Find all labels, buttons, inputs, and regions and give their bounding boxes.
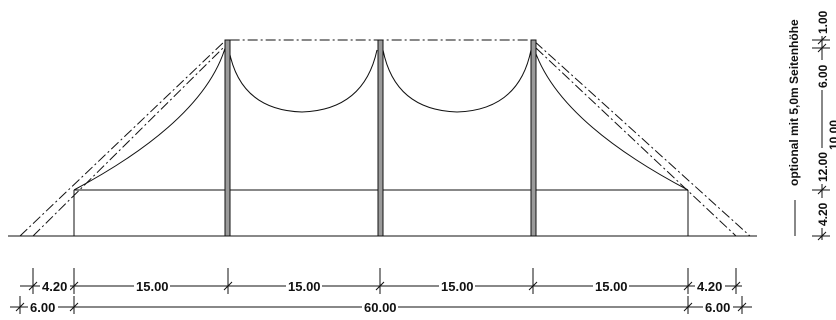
dim-label-15-00-a: 15.00 <box>136 279 169 294</box>
mast-3 <box>530 39 537 237</box>
dim-label-60-00: 60.00 <box>364 300 397 315</box>
dim-label-6-00-right: 6.00 <box>705 300 730 315</box>
dim-label-15-00-d: 15.00 <box>595 279 628 294</box>
note-optional-side-height: optional mit 5,0m Seitenhöhe <box>784 19 802 236</box>
dim-label-v-1-00: 1.00 <box>816 10 830 34</box>
roof-envelope-outer <box>19 39 751 237</box>
mast-1 <box>224 39 231 237</box>
roof-envelope-inner-right <box>535 47 737 237</box>
dim-label-6-00-left: 6.00 <box>30 300 55 315</box>
roof-curve-left-edge <box>73 44 227 191</box>
mast-2 <box>377 39 384 237</box>
dim-label-15-00-c: 15.00 <box>441 279 474 294</box>
roof-curve-bay-2 <box>382 49 532 113</box>
roof-curve-bay-1 <box>228 49 378 113</box>
dim-label-v-12-00: 12.00 <box>816 152 830 182</box>
dim-label-v-10-00: 10.00 <box>827 120 836 150</box>
dim-label-15-00-b: 15.00 <box>288 279 321 294</box>
dim-label-4-20-right: 4.20 <box>697 279 722 294</box>
dim-label-v-6-00: 6.00 <box>816 64 830 88</box>
dim-row-2: 6.00 60.00 6.00 <box>10 296 752 315</box>
dim-vertical-right: 4.20 12.00 6.00 1.00 10.00 <box>812 10 836 241</box>
dim-label-4-20-left: 4.20 <box>42 279 67 294</box>
dim-row-1: 4.20 15.00 15.00 15.00 15.00 4.20 <box>20 268 742 294</box>
roof-curve-right-edge <box>532 44 689 191</box>
dim-label-v-4-20: 4.20 <box>816 202 830 226</box>
optional-side-height-note: optional mit 5,0m Seitenhöhe <box>787 19 801 186</box>
roof-envelope-inner <box>32 47 224 237</box>
